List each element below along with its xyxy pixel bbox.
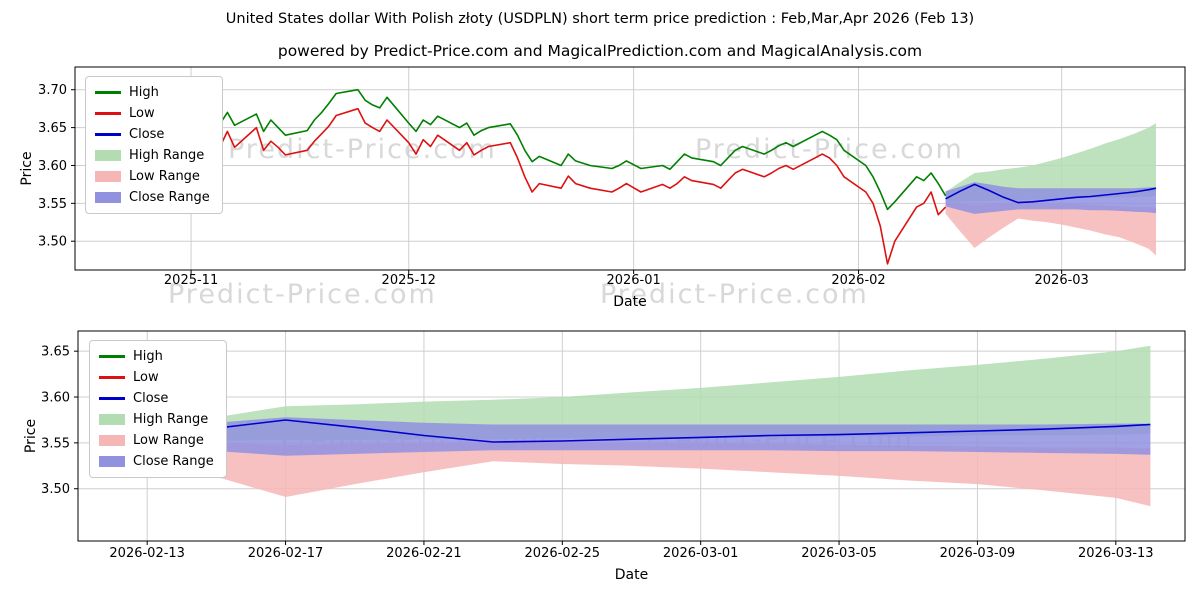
watermark-text: Predict-Price.com (168, 279, 437, 310)
legend-item-high-range: High Range (99, 411, 214, 428)
chart-bottom: 3.50 3.55 3.60 3.65 2026-02-13 2026-02-17 2026… (23, 330, 1186, 583)
chart-top: 3.50 3.55 3.60 3.65 3.70 2025-11 2025-12 2026-0… (19, 66, 1186, 310)
legend-item-low: Low (95, 105, 210, 122)
low-swatch (99, 376, 125, 379)
x-axis-label: Date (615, 567, 648, 583)
low-range-swatch (99, 435, 125, 446)
legend-item-high: High (95, 84, 210, 101)
legend-item-low-range: Low Range (99, 432, 214, 449)
y-tick-label: 3.70 (38, 83, 67, 98)
legend-top-chart: High Low Close High Range Low Range Close Ran… (85, 76, 223, 214)
high-line (103, 77, 947, 211)
x-tick-label: 2026-02-25 (525, 546, 601, 561)
legend-label: Close Range (129, 190, 210, 205)
plot-border (77, 330, 1186, 542)
x-tick-label: 2026-01 (606, 273, 660, 288)
x-tick-label: 2025-11 (164, 273, 218, 288)
legend-label: High (133, 349, 163, 364)
high-range-swatch (95, 150, 121, 161)
legend-label: High (129, 85, 159, 100)
y-axis-label: Price (23, 419, 39, 453)
low-range-swatch (95, 171, 121, 182)
legend-label: Low Range (133, 433, 204, 448)
y-tick-label: 3.50 (38, 235, 67, 250)
close-range-swatch (95, 192, 121, 203)
x-axis-label: Date (613, 294, 646, 310)
y-axis-label: Price (19, 151, 35, 185)
x-tick-label: 2026-02-17 (248, 546, 324, 561)
watermark-text: Predict-Price.com (228, 134, 497, 165)
low-line (103, 92, 947, 265)
legend-item-low-range: Low Range (95, 168, 210, 185)
legend-label: Close (133, 391, 169, 406)
low-swatch (95, 112, 121, 115)
page-title: United States dollar With Polish złoty (… (225, 11, 975, 27)
legend-item-close-range: Close Range (99, 453, 214, 470)
legend-item-low: Low (99, 369, 214, 386)
high-range-band (147, 345, 1151, 441)
low-range-band (945, 201, 1156, 256)
close-swatch (95, 133, 121, 136)
y-tick-label: 3.55 (38, 197, 67, 212)
y-tick-label: 3.55 (41, 436, 70, 451)
watermark-text: Predict-Price.com (600, 279, 869, 310)
x-tick-label: 2026-03-09 (940, 546, 1016, 561)
legend-label: High Range (129, 148, 205, 163)
legend-bottom-chart: High Low Close High Range Low Range Close Ran… (89, 340, 227, 478)
close-swatch (99, 397, 125, 400)
close-line (945, 183, 1157, 204)
y-tick-label: 3.50 (41, 482, 70, 497)
legend-item-close-range: Close Range (95, 189, 210, 206)
x-tick-label: 2026-03-05 (801, 546, 877, 561)
x-tick-label: 2026-02-13 (109, 546, 185, 561)
legend-item-close: Close (95, 126, 210, 143)
y-tick-label: 3.60 (41, 391, 70, 406)
y-tick-label: 3.65 (41, 345, 70, 360)
legend-label: Low Range (129, 169, 200, 184)
plot-border (74, 66, 1186, 271)
close-range-swatch (99, 456, 125, 467)
x-tick-label: 2026-03 (1035, 273, 1089, 288)
legend-label: Low (129, 106, 155, 121)
high-range-swatch (99, 414, 125, 425)
page-subtitle: powered by Predict-Price.com and Magical… (277, 42, 923, 60)
watermark-text: Predict-Price.com (695, 134, 964, 165)
high-swatch (95, 91, 121, 94)
close-line (147, 419, 1151, 443)
legend-item-high-range: High Range (95, 147, 210, 164)
legend-item-high: High (99, 348, 214, 365)
legend-item-close: Close (99, 390, 214, 407)
high-swatch (99, 355, 125, 358)
legend-label: Close Range (133, 454, 214, 469)
legend-label: Low (133, 370, 159, 385)
x-tick-label: 2026-03-01 (663, 546, 739, 561)
x-tick-label: 2026-03-13 (1078, 546, 1154, 561)
close-range-band (147, 417, 1151, 456)
legend-label: Close (129, 127, 165, 142)
low-range-band (147, 441, 1151, 507)
close-range-band (945, 182, 1156, 214)
high-range-band (945, 123, 1156, 202)
y-tick-label: 3.60 (38, 159, 67, 174)
x-tick-label: 2026-02-21 (386, 546, 462, 561)
x-tick-label: 2025-12 (382, 273, 436, 288)
legend-label: High Range (133, 412, 209, 427)
y-tick-label: 3.65 (38, 121, 67, 136)
x-tick-label: 2026-02 (831, 273, 885, 288)
